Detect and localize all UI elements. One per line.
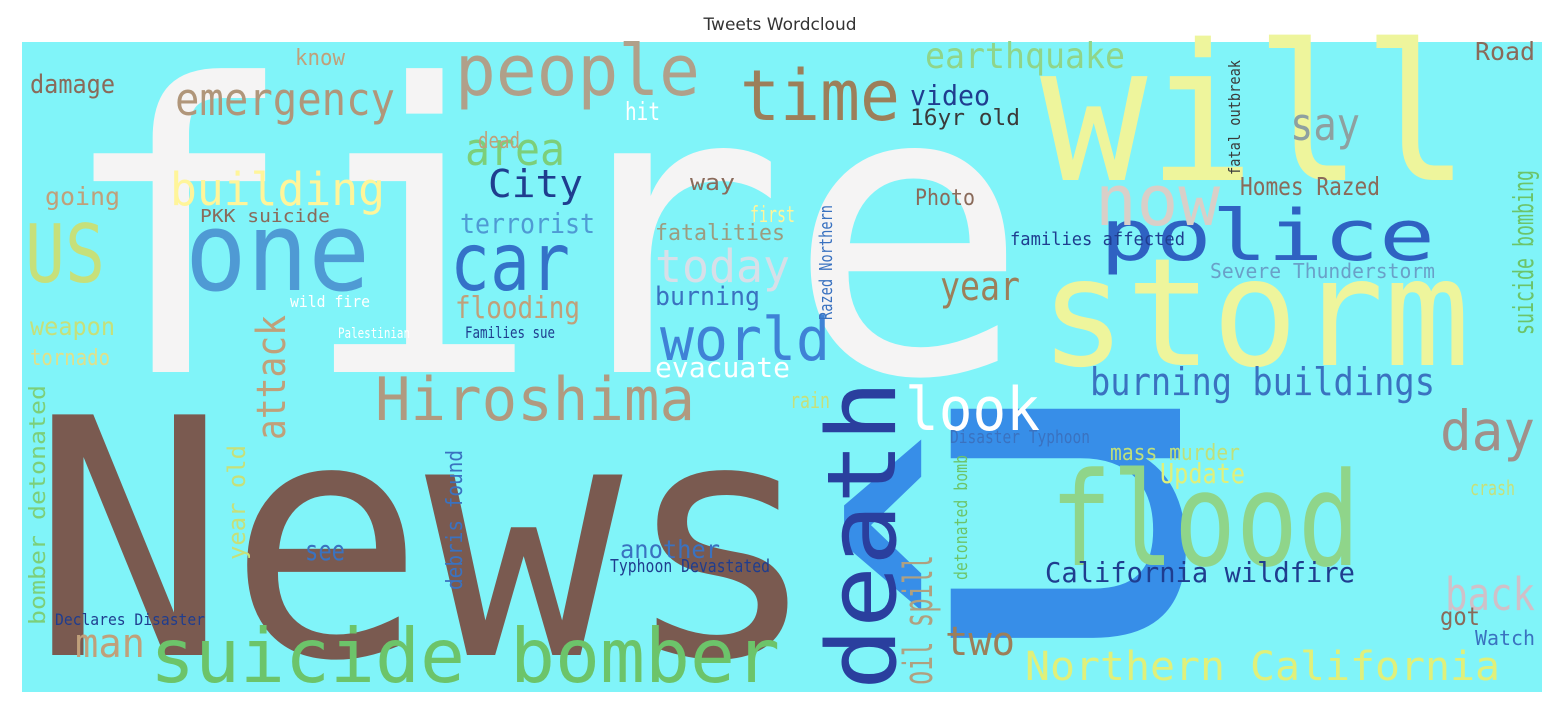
word: wild fire: [290, 292, 370, 311]
word: today: [655, 240, 790, 293]
word: year: [940, 264, 1020, 310]
word: time: [740, 55, 900, 137]
word: Palestinian: [338, 326, 410, 342]
word: way: [690, 171, 735, 196]
word: death: [808, 380, 918, 690]
word: tornado: [30, 346, 110, 371]
word: going: [45, 182, 120, 211]
word: û: [791, 360, 1280, 690]
word: families affected: [1010, 229, 1185, 250]
word: Disaster Typhoon: [950, 427, 1090, 448]
word: News: [30, 349, 820, 716]
word: police: [1100, 195, 1435, 277]
word: burning: [655, 282, 760, 312]
word: weapon: [30, 312, 115, 341]
word: evacuate: [655, 351, 790, 384]
word: Razed Northern: [816, 205, 837, 320]
word: another: [620, 535, 720, 564]
word: know: [295, 46, 346, 71]
word: suicide bomber: [150, 612, 780, 700]
word: City: [488, 162, 583, 206]
word: got: [1440, 602, 1480, 631]
word: say: [1290, 98, 1360, 151]
word: fatalities: [655, 221, 785, 246]
word: bomber detonated: [26, 385, 51, 625]
word: first: [750, 203, 795, 228]
word: see: [305, 534, 345, 567]
word: attack: [249, 315, 295, 440]
word: Watch: [1475, 626, 1535, 650]
word: Road: [1475, 37, 1535, 66]
word: hit: [625, 97, 660, 126]
word: Declares Disaster: [55, 610, 205, 629]
word: look: [905, 375, 1040, 445]
word: people: [455, 30, 700, 112]
word: fatal outbreak: [1225, 60, 1244, 175]
word: building: [170, 163, 385, 216]
word: man: [75, 621, 145, 667]
word: US: [25, 208, 105, 301]
word: Photo: [915, 186, 975, 211]
word: storm: [1040, 227, 1470, 401]
word: terrorist: [460, 207, 595, 240]
word: suicide bombing: [1507, 170, 1540, 335]
word: dead: [478, 129, 520, 154]
word: fire: [55, 2, 1030, 467]
word: 16yr old: [910, 106, 1020, 131]
word: Update: [1160, 457, 1245, 490]
word: Severe Thunderstorm: [1210, 259, 1435, 283]
cloud-background: [22, 42, 1542, 692]
word: rain: [790, 389, 830, 414]
word: video: [910, 79, 990, 112]
word: detonated bomb: [951, 455, 972, 580]
title: Tweets Wordcloud: [702, 15, 856, 35]
word: Homes Razed: [1240, 172, 1380, 201]
word: burning buildings: [1090, 360, 1435, 404]
word: PKK suicide: [200, 206, 330, 227]
word: car: [450, 216, 570, 309]
word: area: [465, 123, 565, 176]
word: earthquake: [925, 36, 1125, 77]
word: year old: [223, 445, 251, 560]
word: crash: [1470, 476, 1515, 500]
word: Typhoon Devastated: [610, 556, 770, 577]
word: California wildfire: [1045, 556, 1355, 589]
word: back: [1445, 568, 1535, 621]
word: two: [945, 619, 1015, 665]
word: Hiroshima: [375, 365, 695, 435]
word: Families sue: [465, 323, 555, 342]
word: Northern California: [1025, 644, 1500, 690]
word: now: [1095, 160, 1221, 242]
word: mass murder: [1110, 441, 1240, 466]
word: flooding: [455, 291, 580, 326]
word: day: [1440, 399, 1535, 463]
word: one: [185, 188, 370, 316]
word: oil spill: [896, 555, 942, 685]
word: emergency: [175, 73, 395, 126]
word: will: [1040, 4, 1470, 225]
word: debris found: [443, 450, 468, 590]
word: flood: [1050, 444, 1360, 596]
word: world: [660, 305, 830, 375]
word: damage: [30, 70, 115, 100]
